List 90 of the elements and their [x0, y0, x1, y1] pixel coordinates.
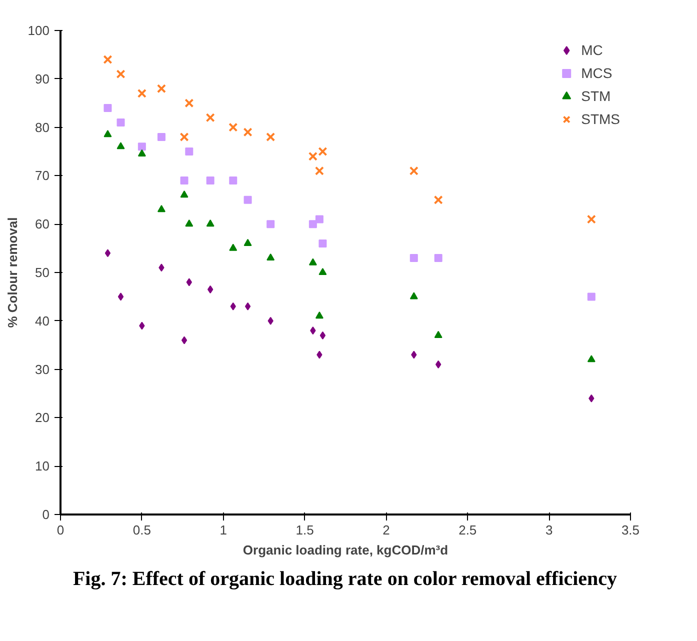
- point: [139, 322, 145, 330]
- caption: Fig. 7: Effect of organic loading rate on color removal efficiency: [72, 567, 618, 592]
- y-axis-title: % Colour removal: [4, 217, 20, 328]
- x-tick-label: 1: [220, 522, 227, 538]
- point: [180, 132, 189, 142]
- point: [315, 215, 324, 224]
- y-tick-label: 30: [35, 362, 50, 377]
- point: [318, 239, 327, 248]
- point: [207, 285, 214, 294]
- point: [184, 98, 194, 108]
- point: [318, 146, 328, 156]
- point: [266, 220, 275, 228]
- point: [266, 132, 276, 142]
- legend-label: MCS: [581, 65, 612, 81]
- x-tick-label: 0: [56, 522, 64, 538]
- x-tick-label: 3: [545, 522, 553, 538]
- point: [243, 128, 252, 137]
- point: [411, 350, 417, 359]
- point: [320, 331, 326, 340]
- point: [104, 104, 112, 112]
- y-tick-label: 20: [35, 410, 50, 426]
- y-tick-label: 100: [28, 23, 50, 38]
- legend-label: STM: [581, 88, 611, 104]
- point: [586, 214, 596, 224]
- point: [315, 312, 324, 319]
- point: [138, 142, 146, 151]
- point: [116, 142, 125, 150]
- point: [157, 132, 166, 141]
- y-tick-label: 70: [35, 168, 50, 184]
- y-tick-label: 90: [35, 71, 50, 86]
- point: [104, 249, 111, 258]
- point: [229, 244, 238, 251]
- point: [180, 176, 188, 185]
- point: [116, 70, 126, 79]
- point: [318, 268, 327, 276]
- legend-label: STMS: [581, 111, 620, 127]
- point: [308, 152, 318, 161]
- point: [186, 278, 192, 286]
- point: [206, 113, 215, 122]
- point: [229, 176, 238, 185]
- point: [156, 84, 166, 94]
- point: [410, 254, 418, 262]
- point: [409, 166, 418, 176]
- point: [104, 130, 112, 138]
- point: [588, 394, 594, 402]
- point: [308, 220, 317, 228]
- point: [434, 330, 442, 338]
- point: [230, 302, 236, 310]
- y-tick-label: 50: [35, 265, 50, 280]
- y-tick-label: 60: [35, 216, 50, 232]
- x-tick-label: 2.5: [458, 522, 477, 538]
- point: [206, 220, 214, 227]
- point: [185, 220, 194, 227]
- point: [435, 360, 442, 368]
- point: [308, 258, 317, 266]
- point: [587, 292, 596, 301]
- point: [310, 326, 316, 335]
- point: [116, 118, 125, 126]
- x-tick-label: 2: [382, 522, 390, 538]
- x-tick-label: 1.5: [296, 522, 314, 538]
- point: [103, 55, 112, 64]
- point: [434, 195, 443, 204]
- point: [138, 149, 146, 156]
- point: [244, 302, 251, 310]
- point: [185, 148, 194, 156]
- point: [266, 253, 275, 260]
- point: [410, 292, 418, 300]
- point: [180, 190, 188, 198]
- point: [244, 196, 252, 204]
- x-tick-label: 0.5: [132, 522, 151, 538]
- point: [206, 176, 214, 185]
- x-axis-title: Organic loading rate, kgCOD/m³d: [242, 542, 448, 558]
- point: [118, 292, 124, 301]
- y-tick-label: 0: [42, 507, 50, 522]
- x-tick-label: 3.5: [621, 522, 640, 538]
- point: [157, 205, 166, 212]
- y-tick-label: 80: [35, 120, 50, 135]
- point: [314, 166, 324, 176]
- point: [268, 316, 274, 325]
- point: [244, 238, 252, 246]
- y-tick-label: 10: [35, 458, 50, 474]
- point: [181, 336, 188, 344]
- point: [158, 264, 164, 272]
- point: [137, 88, 146, 98]
- y-tick-label: 40: [35, 313, 50, 328]
- legend-label: MC: [581, 42, 603, 58]
- point: [434, 254, 442, 262]
- point: [316, 350, 322, 359]
- point: [228, 122, 238, 132]
- point: [587, 355, 596, 362]
